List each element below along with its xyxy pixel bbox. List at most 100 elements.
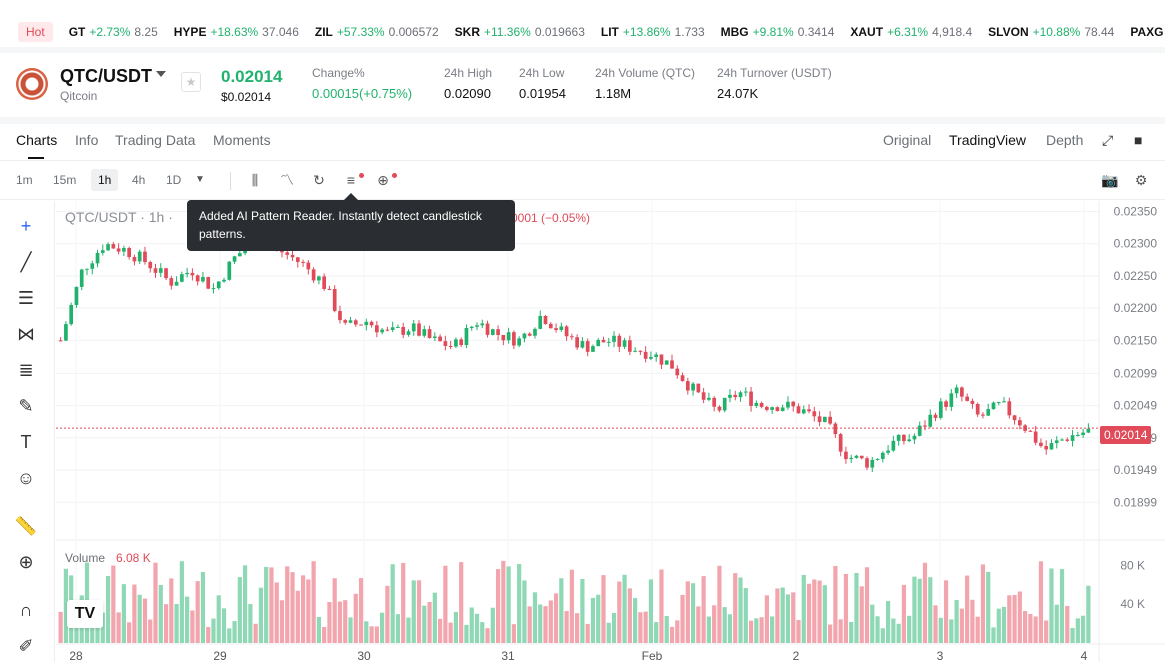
refresh-icon[interactable]: ↻ xyxy=(313,172,325,188)
ticker-item[interactable]: HYPE +18.63% 37.046 xyxy=(174,25,299,39)
ticker-item[interactable]: XAUT +6.31% 4,918.4 xyxy=(850,25,972,39)
candle-body xyxy=(933,414,938,418)
candle-body xyxy=(417,323,421,336)
tab-info[interactable]: Info xyxy=(75,132,99,148)
candle-body xyxy=(338,310,342,321)
ticker-item[interactable]: LIT +13.86% 1.733 xyxy=(601,25,705,39)
feature-tooltip[interactable]: Added AI Pattern Reader. Instantly detec… xyxy=(187,200,515,251)
volume-bar xyxy=(153,562,158,643)
tradingview-logo-icon[interactable]: TV xyxy=(67,600,103,628)
volume-bar xyxy=(638,612,643,643)
candle-body xyxy=(570,336,574,338)
candle-body xyxy=(796,406,801,414)
tab-moments[interactable]: Moments xyxy=(213,132,271,148)
gear-icon[interactable]: ⚙ xyxy=(1134,172,1148,188)
tab-original[interactable]: Original xyxy=(883,132,932,148)
candle-body xyxy=(786,401,790,408)
volume-bar xyxy=(343,600,348,643)
candle-body xyxy=(822,416,827,422)
volume-bar xyxy=(511,624,516,643)
tab-charts[interactable]: Charts xyxy=(16,132,58,148)
volume-bar xyxy=(195,581,200,643)
candle-body xyxy=(728,394,732,398)
ticker-item[interactable]: ZIL +57.33% 0.006572 xyxy=(315,25,439,39)
volume-bar xyxy=(90,615,95,643)
emoji-icon[interactable]: ☺ xyxy=(16,468,36,488)
volume-bar xyxy=(401,562,406,643)
volume-bar xyxy=(601,575,606,643)
volume-bar xyxy=(163,604,169,643)
price-chart[interactable]: 0.02350 0.02300 0.02250 0.02200 0.02150 0.020… xyxy=(56,201,1165,663)
tab-depth[interactable]: Depth xyxy=(1046,132,1084,148)
candle-body xyxy=(722,397,727,411)
time-axis-tick: Feb xyxy=(642,649,663,662)
ticker-item[interactable]: MBG +9.81% 0.3414 xyxy=(721,25,835,39)
volume-bar xyxy=(1059,569,1065,643)
candle-body xyxy=(327,288,332,290)
candle-body xyxy=(912,435,917,440)
timeframe-1d[interactable]: 1D xyxy=(166,173,182,187)
candle-body xyxy=(949,393,954,407)
expand-icon[interactable]: ⤢ xyxy=(1102,132,1114,148)
volume-bar xyxy=(432,592,437,643)
ruler-icon[interactable]: 📏 xyxy=(14,516,38,536)
volume-bar xyxy=(622,574,627,643)
volume-bar xyxy=(654,622,659,643)
fib-icon[interactable]: ≣ xyxy=(18,360,34,380)
ticker-item[interactable]: SLVON +10.88% 78.44 xyxy=(988,25,1114,39)
candle-type-icon[interactable]: ⫼ xyxy=(251,172,259,188)
trend-line-icon[interactable]: ╱ xyxy=(20,252,32,272)
hot-label[interactable]: Hot xyxy=(18,22,53,42)
lock-draw-icon[interactable]: ✐ xyxy=(18,636,34,656)
chart-area[interactable]: 0.02350 0.02300 0.02250 0.02200 0.02150 0.020… xyxy=(56,201,1165,663)
candle-body xyxy=(870,459,875,468)
high-stat: 24h High 0.02090 xyxy=(444,66,492,101)
zoom-icon[interactable]: ⊕ xyxy=(18,552,34,572)
horizontal-lines-icon[interactable]: ☰ xyxy=(17,288,35,308)
ticker-symbol: HYPE xyxy=(173,25,207,39)
candle-body xyxy=(743,391,748,393)
layout-icon[interactable]: ■ xyxy=(1134,132,1143,148)
magnet-icon[interactable]: ∩ xyxy=(19,600,33,620)
star-icon[interactable]: ★ xyxy=(181,72,201,92)
volume-bar xyxy=(569,569,574,643)
notification-dot xyxy=(392,173,397,178)
volume-bar xyxy=(1012,594,1017,643)
candle-body xyxy=(85,268,89,270)
volume-bar xyxy=(121,584,126,643)
volume-bar xyxy=(738,577,743,643)
text-icon[interactable]: T xyxy=(20,432,32,452)
ticker-item[interactable]: SKR +11.36% 0.019663 xyxy=(455,25,585,39)
indicators-icon[interactable]: 〽 xyxy=(280,172,294,188)
tab-trading-data[interactable]: Trading Data xyxy=(115,132,196,148)
volume-bar xyxy=(311,561,316,643)
candle-body xyxy=(880,452,885,459)
candle-body xyxy=(459,339,464,346)
camera-icon[interactable]: 📷 xyxy=(1101,172,1119,188)
timeframe-4h[interactable]: 4h xyxy=(132,173,146,187)
volume-bar xyxy=(548,600,553,643)
volume-bar xyxy=(411,580,416,643)
pattern-reader-icon[interactable]: ≡ xyxy=(346,172,356,188)
volume-bar xyxy=(116,612,121,643)
volume-bar xyxy=(675,620,680,643)
pair-title[interactable]: QTC/USDT xyxy=(60,66,152,86)
timeframe-dropdown-icon[interactable]: ▼ xyxy=(195,174,205,185)
volume-bar xyxy=(1033,616,1038,643)
brush-icon[interactable]: ✎ xyxy=(18,396,34,416)
timeframe-1m[interactable]: 1m xyxy=(16,173,33,187)
ticker-item[interactable]: GT +2.73% 8.25 xyxy=(69,25,158,39)
crosshair-icon[interactable]: + xyxy=(20,216,32,236)
volume-bar xyxy=(959,608,964,643)
ticker-item[interactable]: PAXG+6.1 xyxy=(1130,25,1165,39)
chevron-down-icon[interactable] xyxy=(156,71,166,77)
pattern-icon[interactable]: ⋈ xyxy=(17,324,35,344)
add-icon[interactable]: ⊕ xyxy=(377,172,389,188)
time-axis-tick: 4 xyxy=(1081,649,1088,662)
timeframe-1h[interactable]: 1h xyxy=(91,169,119,191)
active-tab-indicator xyxy=(28,157,44,159)
timeframe-15m[interactable]: 15m xyxy=(53,173,77,187)
volume-bar xyxy=(690,583,696,643)
volume-bar xyxy=(986,571,991,643)
tab-tradingview[interactable]: TradingView xyxy=(949,132,1027,148)
